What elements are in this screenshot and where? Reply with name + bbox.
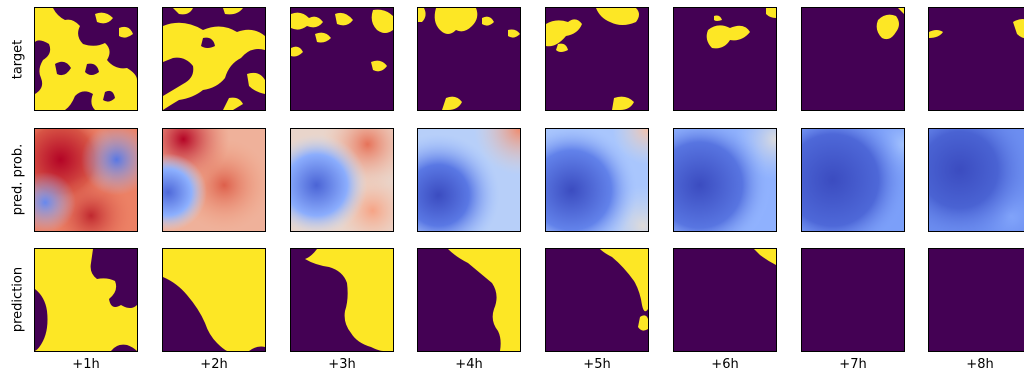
row-label-prediction: prediction <box>10 266 26 333</box>
column-label-6h: +6h <box>711 357 739 372</box>
panel-probability-3h <box>290 128 394 232</box>
panel-probability-8h <box>928 128 1024 232</box>
panel-prediction-6h <box>673 248 777 352</box>
column-label-8h: +8h <box>966 357 994 372</box>
column-label-4h: +4h <box>455 357 483 372</box>
panel-prediction-2h <box>162 248 266 352</box>
panel-target-7h <box>801 7 905 111</box>
panel-prediction-7h <box>801 248 905 352</box>
panel-target-2h <box>162 7 266 111</box>
panel-prediction-4h <box>417 248 521 352</box>
panel-prediction-3h <box>290 248 394 352</box>
panel-probability-6h <box>673 128 777 232</box>
panel-prediction-1h <box>34 248 138 352</box>
panel-probability-2h <box>162 128 266 232</box>
column-label-5h: +5h <box>583 357 611 372</box>
column-label-7h: +7h <box>839 357 867 372</box>
panel-prediction-5h <box>545 248 649 352</box>
panel-target-4h <box>417 7 521 111</box>
column-label-2h: +2h <box>200 357 228 372</box>
row-label-pred-prob: pred. prob. <box>10 143 26 216</box>
row-label-target: target <box>10 39 26 80</box>
column-label-3h: +3h <box>328 357 356 372</box>
panel-probability-7h <box>801 128 905 232</box>
panel-target-5h <box>545 7 649 111</box>
panel-target-3h <box>290 7 394 111</box>
panel-probability-1h <box>34 128 138 232</box>
panel-target-8h <box>928 7 1024 111</box>
panel-prediction-8h <box>928 248 1024 352</box>
panel-probability-4h <box>417 128 521 232</box>
panel-target-6h <box>673 7 777 111</box>
panel-target-1h <box>34 7 138 111</box>
column-label-1h: +1h <box>72 357 100 372</box>
panel-probability-5h <box>545 128 649 232</box>
